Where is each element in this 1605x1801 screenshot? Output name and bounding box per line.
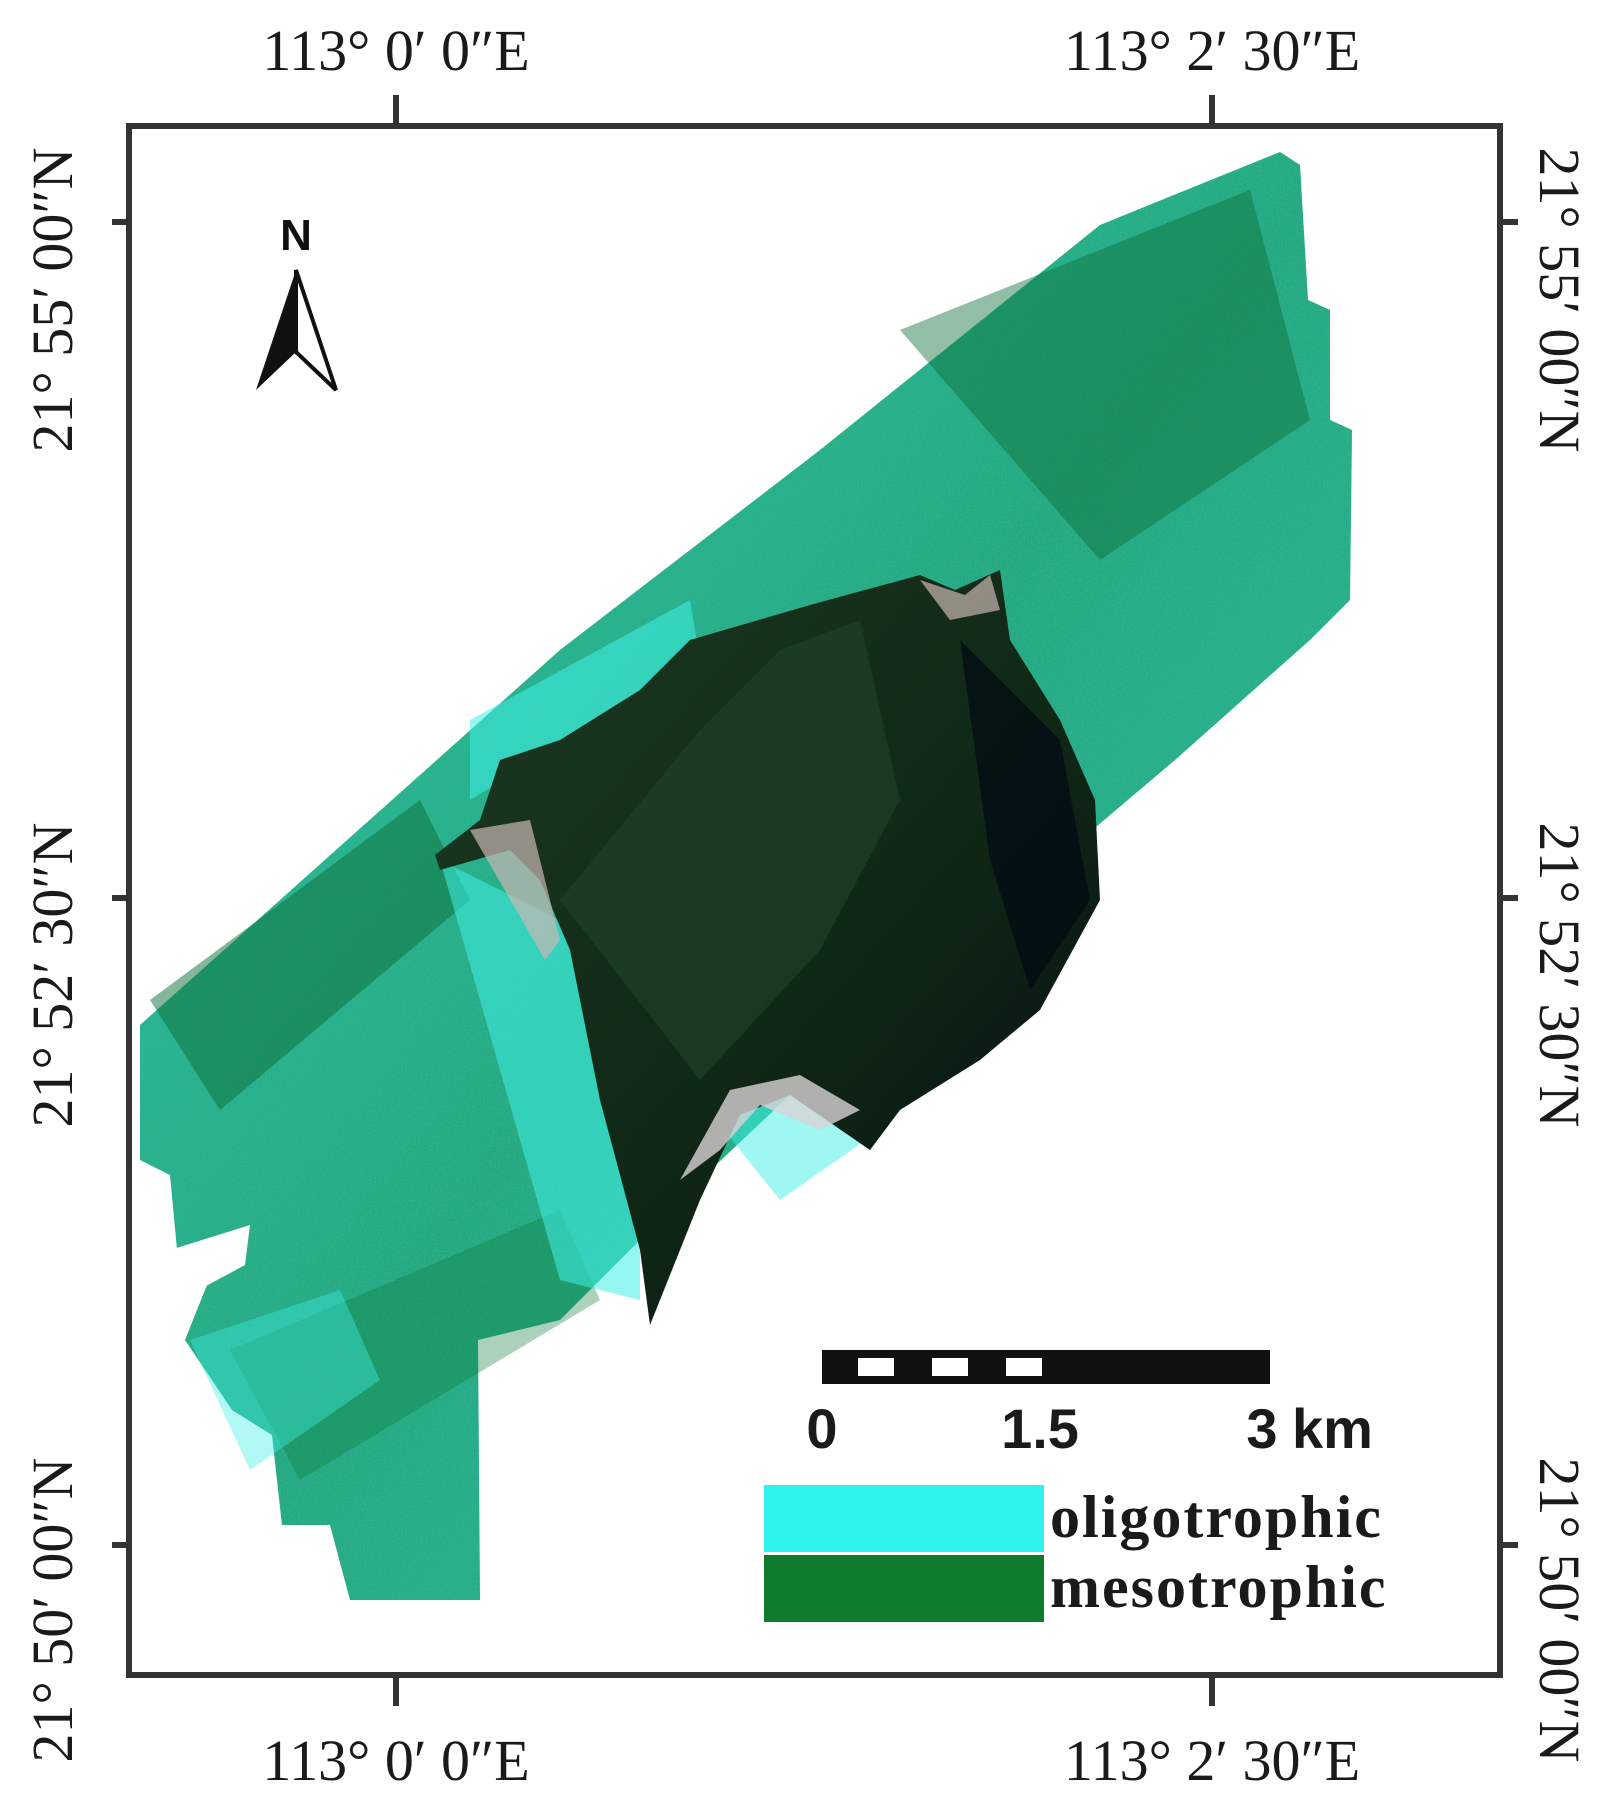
scale-bar: 0 1.5 3 km xyxy=(806,1350,1373,1460)
right-latitude-label-3: 21° 50′ 00″N xyxy=(1527,1458,1592,1763)
north-arrow-icon xyxy=(256,270,296,390)
scale-label-mid: 1.5 xyxy=(1001,1397,1079,1460)
left-latitude-label-3: 21° 50′ 00″N xyxy=(20,1458,85,1763)
right-latitude-label-1: 21° 55′ 00″N xyxy=(1527,148,1592,453)
top-longitude-label-1: 113° 0′ 0″E xyxy=(262,18,529,83)
island xyxy=(435,570,1100,1325)
legend-label-mesotrophic: mesotrophic xyxy=(1050,1554,1388,1620)
frame-ticks xyxy=(112,95,1518,1706)
north-arrow-label: N xyxy=(280,211,312,260)
north-arrow: N xyxy=(256,211,338,392)
top-longitude-label-2: 113° 2′ 30″E xyxy=(1064,18,1360,83)
bottom-longitude-label-1: 113° 0′ 0″E xyxy=(262,1728,529,1793)
legend-label-oligotrophic: oligotrophic xyxy=(1050,1484,1383,1550)
bottom-longitude-label-2: 113° 2′ 30″E xyxy=(1064,1728,1360,1793)
legend: oligotrophic mesotrophic xyxy=(764,1484,1388,1622)
left-latitude-label-1: 21° 55′ 00″N xyxy=(20,148,85,453)
legend-swatch-mesotrophic xyxy=(764,1555,1044,1622)
left-latitude-label-2: 21° 52′ 30″N xyxy=(20,823,85,1128)
legend-swatch-oligotrophic xyxy=(764,1485,1044,1552)
scale-unit: km xyxy=(1292,1397,1373,1460)
scale-label-0: 0 xyxy=(806,1397,837,1460)
scale-label-end: 3 xyxy=(1246,1397,1277,1460)
right-latitude-label-2: 21° 52′ 30″N xyxy=(1527,823,1592,1128)
